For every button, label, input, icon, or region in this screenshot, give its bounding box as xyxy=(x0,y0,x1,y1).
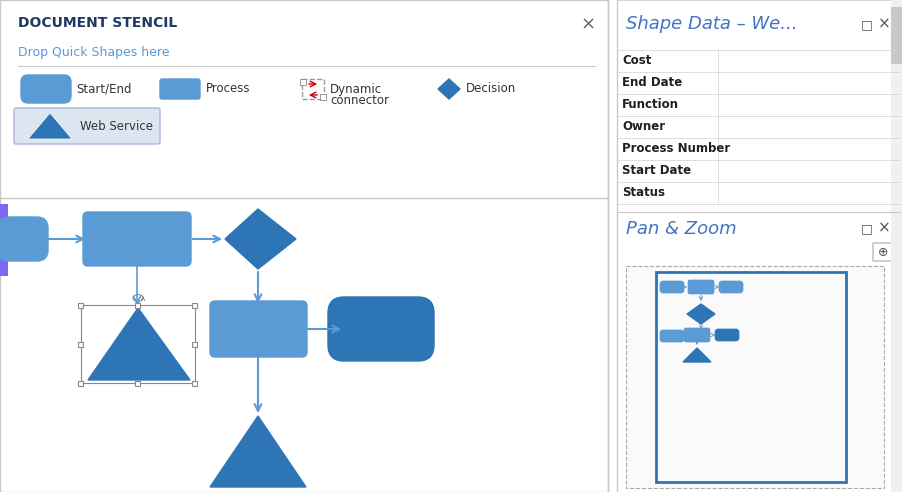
FancyBboxPatch shape xyxy=(616,0,902,492)
FancyBboxPatch shape xyxy=(192,303,198,308)
FancyBboxPatch shape xyxy=(210,301,307,357)
Text: Status: Status xyxy=(621,186,664,199)
FancyBboxPatch shape xyxy=(890,7,901,64)
Text: Owner: Owner xyxy=(621,121,665,133)
FancyBboxPatch shape xyxy=(192,341,198,346)
Polygon shape xyxy=(686,304,714,324)
Text: connector: connector xyxy=(329,94,389,107)
FancyBboxPatch shape xyxy=(135,303,141,308)
Text: □: □ xyxy=(861,222,872,235)
FancyBboxPatch shape xyxy=(301,79,324,99)
FancyBboxPatch shape xyxy=(659,330,683,342)
Text: Process Number: Process Number xyxy=(621,143,730,155)
FancyBboxPatch shape xyxy=(890,0,902,492)
Text: Drop Quick Shapes here: Drop Quick Shapes here xyxy=(18,46,170,59)
FancyBboxPatch shape xyxy=(683,328,709,342)
Text: Shape Data – We...: Shape Data – We... xyxy=(625,15,796,33)
Text: Dynamic: Dynamic xyxy=(329,83,382,96)
Text: Pan & Zoom: Pan & Zoom xyxy=(625,220,736,238)
Text: Decision: Decision xyxy=(465,83,516,95)
Polygon shape xyxy=(225,209,296,269)
Polygon shape xyxy=(28,113,72,139)
FancyBboxPatch shape xyxy=(625,266,883,488)
FancyBboxPatch shape xyxy=(659,281,683,293)
FancyBboxPatch shape xyxy=(14,108,160,144)
FancyBboxPatch shape xyxy=(0,0,607,492)
Text: DOCUMENT STENCIL: DOCUMENT STENCIL xyxy=(18,16,177,30)
Text: End Date: End Date xyxy=(621,76,682,90)
Polygon shape xyxy=(87,308,189,380)
Polygon shape xyxy=(210,416,306,487)
FancyBboxPatch shape xyxy=(714,329,738,341)
Polygon shape xyxy=(682,348,710,362)
Text: Function: Function xyxy=(621,98,678,112)
FancyBboxPatch shape xyxy=(327,297,434,361)
FancyBboxPatch shape xyxy=(78,303,83,308)
Text: Cost: Cost xyxy=(621,55,650,67)
Text: ⊕: ⊕ xyxy=(877,246,888,258)
Text: Web Service: Web Service xyxy=(80,120,152,132)
Text: Start/End: Start/End xyxy=(76,83,132,95)
FancyBboxPatch shape xyxy=(135,380,141,386)
FancyBboxPatch shape xyxy=(21,75,71,103)
FancyBboxPatch shape xyxy=(160,79,199,99)
FancyBboxPatch shape xyxy=(718,281,742,293)
Text: □: □ xyxy=(861,18,872,31)
FancyBboxPatch shape xyxy=(0,217,48,261)
FancyBboxPatch shape xyxy=(192,380,198,386)
FancyBboxPatch shape xyxy=(872,243,892,261)
FancyBboxPatch shape xyxy=(687,280,713,294)
FancyBboxPatch shape xyxy=(78,341,83,346)
Text: Process: Process xyxy=(206,83,250,95)
Polygon shape xyxy=(437,79,459,99)
Text: Start Date: Start Date xyxy=(621,164,690,178)
Text: ×: × xyxy=(877,16,889,31)
Text: ×: × xyxy=(580,16,595,34)
FancyBboxPatch shape xyxy=(83,212,191,266)
FancyBboxPatch shape xyxy=(0,204,8,276)
FancyBboxPatch shape xyxy=(78,380,83,386)
Text: ×: × xyxy=(877,220,889,235)
